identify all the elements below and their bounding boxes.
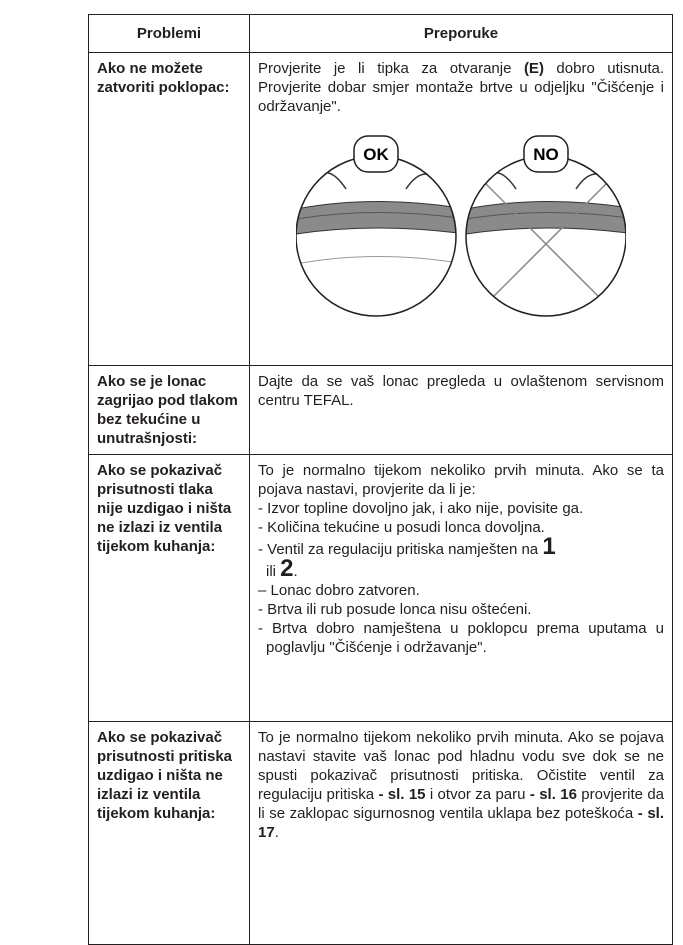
paragraph: Provjerite je li tipka za otvaranje (E) … [258,59,664,116]
problem: Ako se pokazivač prisutnosti tlaka nije … [88,454,250,722]
illustration: OK NO [296,135,626,317]
troubleshooting-table: Problemi Preporuke Ako ne možete zatvori… [88,14,673,945]
list-item: - Količina tekućine u posudi lonca dovol… [258,519,545,536]
ok-label: OK [363,145,389,164]
paragraph: Dajte da se vaš lonac pregleda u ovlašte… [258,373,664,409]
paragraph: To je normalno tijekom nekoliko prvih mi… [258,728,664,842]
text: To je normalno tijekom nekoliko prvih mi… [258,729,664,803]
text: - Ventil za regulaciju pritiska namješte… [258,541,543,558]
problem: Ako se pokazivač prisutnosti pritiska uz… [88,721,250,945]
recommendation: To je normalno tijekom nekoliko prvih mi… [249,721,673,945]
no-label: NO [533,145,559,164]
text: . [293,563,298,580]
header-cell: Problemi [88,14,250,53]
text: i otvor za paru [425,786,530,803]
text: - sl. 17 [258,805,664,841]
text: provjerite da li se zaklopac sigurnosnog… [258,786,665,822]
row: Ako ne možete zatvoriti poklopac: Provje… [88,52,673,366]
row: Ako se pokazivač prisutnosti pritiska uz… [88,721,673,945]
text: dobro utisnuta. Provjerite dobar smjer m… [258,60,665,115]
problem: Ako se je lonac zagrijao pod tlakom bez … [88,365,250,455]
list-item: - Brtva ili rub posude lonca nisu ošteće… [258,601,532,618]
text: Provjerite je li tipka za otvaranje [258,60,524,77]
row: Ako se pokazivač prisutnosti tlaka nije … [88,454,673,722]
text: 1 [542,533,556,560]
recommendation: Dajte da se vaš lonac pregleda u ovlašte… [249,365,673,455]
recommendation: Provjerite je li tipka za otvaranje (E) … [249,52,673,366]
text: 2 [280,555,294,582]
list-item: - Ventil za regulaciju pritiska namješte… [258,535,664,582]
text: - sl. 15 [378,786,426,803]
header-row: Problemi Preporuke [88,14,673,53]
list-item: - Izvor topline dovoljno jak, i ako nije… [258,500,584,517]
list-item: - Brtva dobro namještena u poklopcu prem… [258,620,664,656]
text: (E) [523,60,544,77]
text: - sl. 16 [529,786,577,803]
problem: Ako ne možete zatvoriti poklopac: [88,52,250,366]
paragraph: To je normalno tijekom nekoliko prvih mi… [258,462,664,498]
row: Ako se je lonac zagrijao pod tlakom bez … [88,365,673,455]
text: ili [266,563,281,580]
list-item: – Lonac dobro zatvoren. [258,582,420,599]
text: . [274,824,279,841]
recommendation: To je normalno tijekom nekoliko prvih mi… [249,454,673,722]
header-cell: Preporuke [249,14,673,53]
